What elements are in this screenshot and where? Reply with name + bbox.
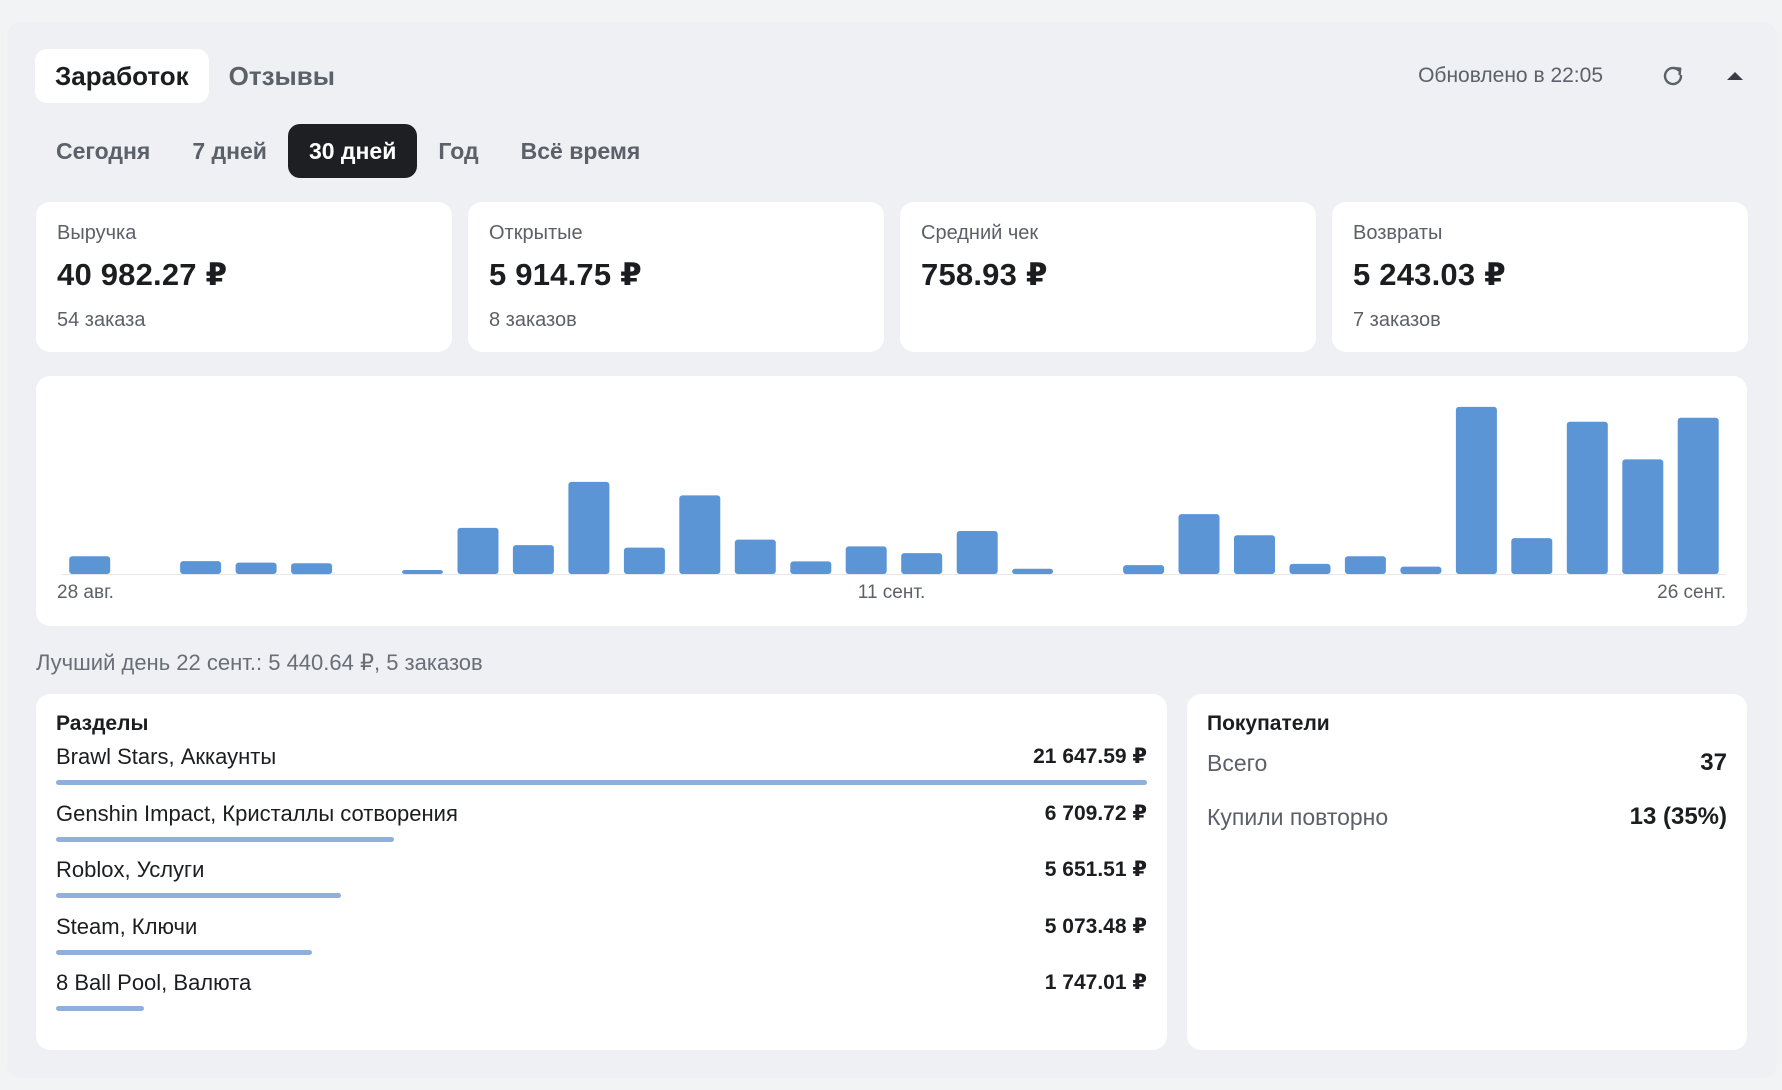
buyers-row-repeat: Купили повторно 13 (35%)	[1207, 790, 1727, 844]
chart-bar[interactable]	[568, 481, 610, 574]
chart-bar[interactable]	[845, 546, 887, 574]
stat-value: 5 914.75 ₽	[489, 257, 642, 292]
section-value: 6 709.72 ₽	[1044, 801, 1147, 825]
stat-value: 758.93 ₽	[921, 257, 1048, 292]
x-tick-label-middle: 11 сент.	[857, 582, 926, 603]
sections-card: Разделы Brawl Stars, Аккаунты 21 647.59 …	[36, 694, 1167, 1050]
revenue-chart: 28 авг. 11 сент. 26 сент.	[36, 376, 1747, 626]
section-row[interactable]: Steam, Ключи 5 073.48 ₽	[56, 906, 1147, 963]
stat-card-average-check: Средний чек 758.93 ₽	[900, 202, 1316, 352]
chart-bar[interactable]	[1511, 538, 1553, 574]
refresh-icon	[1663, 66, 1683, 86]
buyers-value: 37	[1700, 749, 1727, 776]
stat-sub: 8 заказов	[489, 309, 577, 331]
chart-bar[interactable]	[901, 553, 943, 574]
section-row[interactable]: Genshin Impact, Кристаллы сотворения 6 7…	[56, 793, 1147, 850]
x-tick-label-end: 26 сент.	[1657, 582, 1726, 603]
header-controls: Обновлено в 22:05	[1418, 49, 1755, 103]
stat-label: Средний чек	[921, 222, 1039, 244]
section-row[interactable]: Brawl Stars, Аккаунты 21 647.59 ₽	[56, 736, 1147, 793]
stat-label: Открытые	[489, 222, 583, 244]
stat-value: 40 982.27 ₽	[57, 257, 228, 292]
period-tabs: Сегодня 7 дней 30 дней Год Всё время	[35, 124, 661, 178]
section-name: Genshin Impact, Кристаллы сотворения	[56, 800, 458, 826]
section-name: Roblox, Услуги	[56, 857, 205, 882]
stat-label: Выручка	[57, 222, 137, 244]
chart-bar[interactable]	[1123, 565, 1165, 574]
chart-bar[interactable]	[734, 539, 776, 574]
main-tabs: Заработок Отзывы	[35, 49, 355, 103]
buyers-value: 13 (35%)	[1629, 803, 1727, 830]
stat-card-refunds: Возвраты 5 243.03 ₽ 7 заказов	[1332, 202, 1748, 352]
chart-bar[interactable]	[402, 570, 443, 574]
chart-bar[interactable]	[1455, 406, 1497, 574]
chart-bar[interactable]	[1566, 421, 1608, 574]
section-progress-bar	[56, 949, 312, 955]
chart-bar[interactable]	[69, 556, 111, 574]
section-progress-bar	[56, 836, 395, 842]
period-30-days[interactable]: 30 дней	[287, 124, 418, 178]
section-progress-bar	[56, 1006, 145, 1011]
buyers-label: Купили повторно	[1207, 803, 1389, 830]
chart-bar[interactable]	[1677, 417, 1719, 574]
chart-bar[interactable]	[679, 495, 721, 574]
section-value: 5 651.51 ₽	[1044, 858, 1147, 881]
earnings-panel: Заработок Отзывы Обновлено в 22:05 Сегод…	[7, 22, 1777, 1078]
period-year[interactable]: Год	[438, 137, 479, 164]
chart-bar[interactable]	[1289, 563, 1331, 574]
sections-title: Разделы	[56, 712, 149, 735]
stat-value: 5 243.03 ₽	[1353, 257, 1506, 292]
revenue-bar-chart	[62, 406, 1726, 575]
updated-time: Обновлено в 22:05	[1418, 64, 1603, 87]
section-value: 5 073.48 ₽	[1044, 914, 1147, 938]
chart-bar[interactable]	[291, 563, 333, 575]
chart-bar[interactable]	[1344, 556, 1386, 574]
tab-reviews[interactable]: Отзывы	[228, 60, 335, 91]
section-name: Steam, Ключи	[56, 913, 198, 939]
buyers-title: Покупатели	[1207, 712, 1330, 735]
section-progress-bar	[56, 893, 341, 898]
stat-sub: 54 заказа	[57, 309, 146, 331]
period-today[interactable]: Сегодня	[56, 137, 151, 164]
buyers-card: Покупатели Всего 37 Купили повторно 13 (…	[1187, 694, 1747, 1050]
chart-bar[interactable]	[180, 561, 222, 574]
section-name: 8 Ball Pool, Валюта	[56, 970, 252, 995]
period-7-days[interactable]: 7 дней	[192, 137, 267, 164]
period-all-time[interactable]: Всё время	[520, 137, 641, 164]
stat-label: Возвраты	[1353, 222, 1443, 244]
chart-bar[interactable]	[1234, 535, 1275, 574]
stat-card-revenue: Выручка 40 982.27 ₽ 54 заказа	[36, 202, 452, 352]
triangle-up-icon	[1727, 72, 1743, 80]
chart-bar[interactable]	[1622, 459, 1664, 574]
tab-earnings[interactable]: Заработок	[35, 49, 209, 103]
best-day-summary: Лучший день 22 сент.: 5 440.64 ₽, 5 зака…	[36, 650, 483, 675]
stats-row: Выручка 40 982.27 ₽ 54 заказа Открытые 5…	[36, 202, 1748, 352]
chart-bar[interactable]	[1012, 568, 1054, 574]
buyers-row-total: Всего 37	[1207, 736, 1727, 790]
collapse-button[interactable]	[1715, 56, 1755, 96]
chart-bar[interactable]	[235, 562, 277, 574]
chart-bar[interactable]	[1400, 566, 1442, 574]
chart-bar[interactable]	[790, 561, 832, 574]
chart-bar[interactable]	[956, 531, 998, 574]
refresh-button[interactable]	[1653, 56, 1693, 96]
section-name: Brawl Stars, Аккаунты	[56, 744, 277, 769]
section-row[interactable]: Roblox, Услуги 5 651.51 ₽	[56, 849, 1147, 906]
chart-bar[interactable]	[457, 527, 499, 574]
chart-bar[interactable]	[623, 547, 665, 574]
chart-bar[interactable]	[512, 545, 554, 574]
section-row[interactable]: 8 Ball Pool, Валюта 1 747.01 ₽	[56, 962, 1147, 1019]
stat-sub: 7 заказов	[1353, 309, 1441, 331]
section-progress-bar	[56, 780, 1147, 785]
chart-bar[interactable]	[1178, 514, 1220, 574]
section-value: 21 647.59 ₽	[1033, 745, 1147, 768]
section-value: 1 747.01 ₽	[1044, 971, 1147, 994]
stat-card-open: Открытые 5 914.75 ₽ 8 заказов	[468, 202, 884, 352]
buyers-label: Всего	[1207, 749, 1268, 776]
x-tick-label-start: 28 авг.	[57, 582, 114, 603]
